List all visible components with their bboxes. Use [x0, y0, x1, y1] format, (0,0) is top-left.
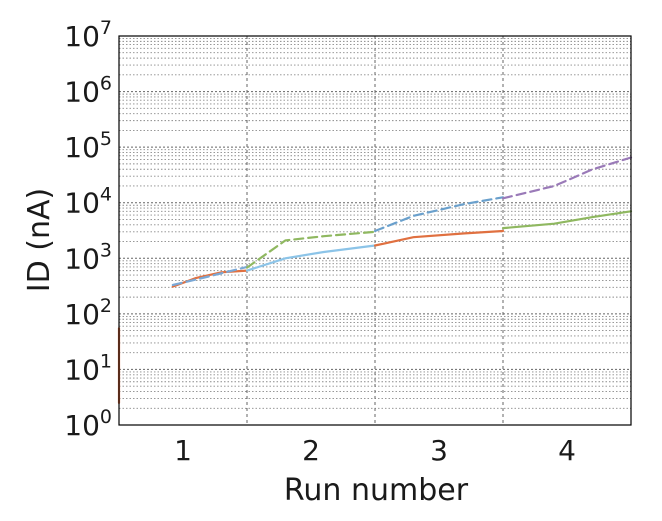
y-tick-exponent: 1	[100, 350, 112, 372]
x-tick-label: 2	[302, 434, 320, 467]
y-tick-base: 10	[64, 242, 100, 275]
y-tick-label: 107	[64, 17, 112, 53]
y-tick-base: 10	[64, 131, 100, 164]
y-tick-exponent: 2	[100, 295, 112, 317]
x-axis-title: Run number	[284, 473, 469, 508]
y-tick-base: 10	[64, 187, 100, 220]
series-line-5	[245, 230, 377, 269]
series-line-6	[373, 196, 505, 233]
y-tick-label: 104	[64, 184, 112, 220]
y-tick-exponent: 4	[100, 184, 112, 206]
x-tick-label: 3	[430, 434, 448, 467]
y-tick-exponent: 7	[100, 17, 112, 39]
y-tick-base: 10	[64, 76, 100, 109]
y-tick-base: 10	[64, 409, 100, 442]
y-tick-exponent: 6	[100, 73, 112, 95]
y-tick-exponent: 5	[100, 128, 112, 150]
series-line-8	[501, 156, 633, 200]
y-axis-title: ID (nA)	[22, 188, 57, 292]
series-line-3	[171, 265, 249, 287]
y-tick-exponent: 0	[100, 406, 112, 428]
y-tick-base: 10	[64, 353, 100, 386]
x-tick-label: 4	[558, 434, 576, 467]
plot-frame	[118, 35, 632, 426]
series-line-4	[245, 244, 377, 272]
x-tick-labels: 1 2 3 4	[174, 434, 576, 467]
series-line-2	[171, 269, 249, 288]
y-tick-label: 105	[64, 128, 112, 164]
y-tick-label: 103	[64, 239, 112, 275]
y-tick-label: 101	[64, 350, 112, 386]
y-tick-exponent: 3	[100, 239, 112, 261]
series-line-7	[373, 229, 505, 247]
y-tick-base: 10	[64, 298, 100, 331]
y-tick-label: 100	[64, 406, 112, 442]
x-tick-label: 1	[174, 434, 192, 467]
y-tick-base: 10	[64, 20, 100, 53]
y-tick-label: 106	[64, 73, 112, 109]
series-line-9	[501, 210, 633, 230]
y-tick-label: 102	[64, 295, 112, 331]
